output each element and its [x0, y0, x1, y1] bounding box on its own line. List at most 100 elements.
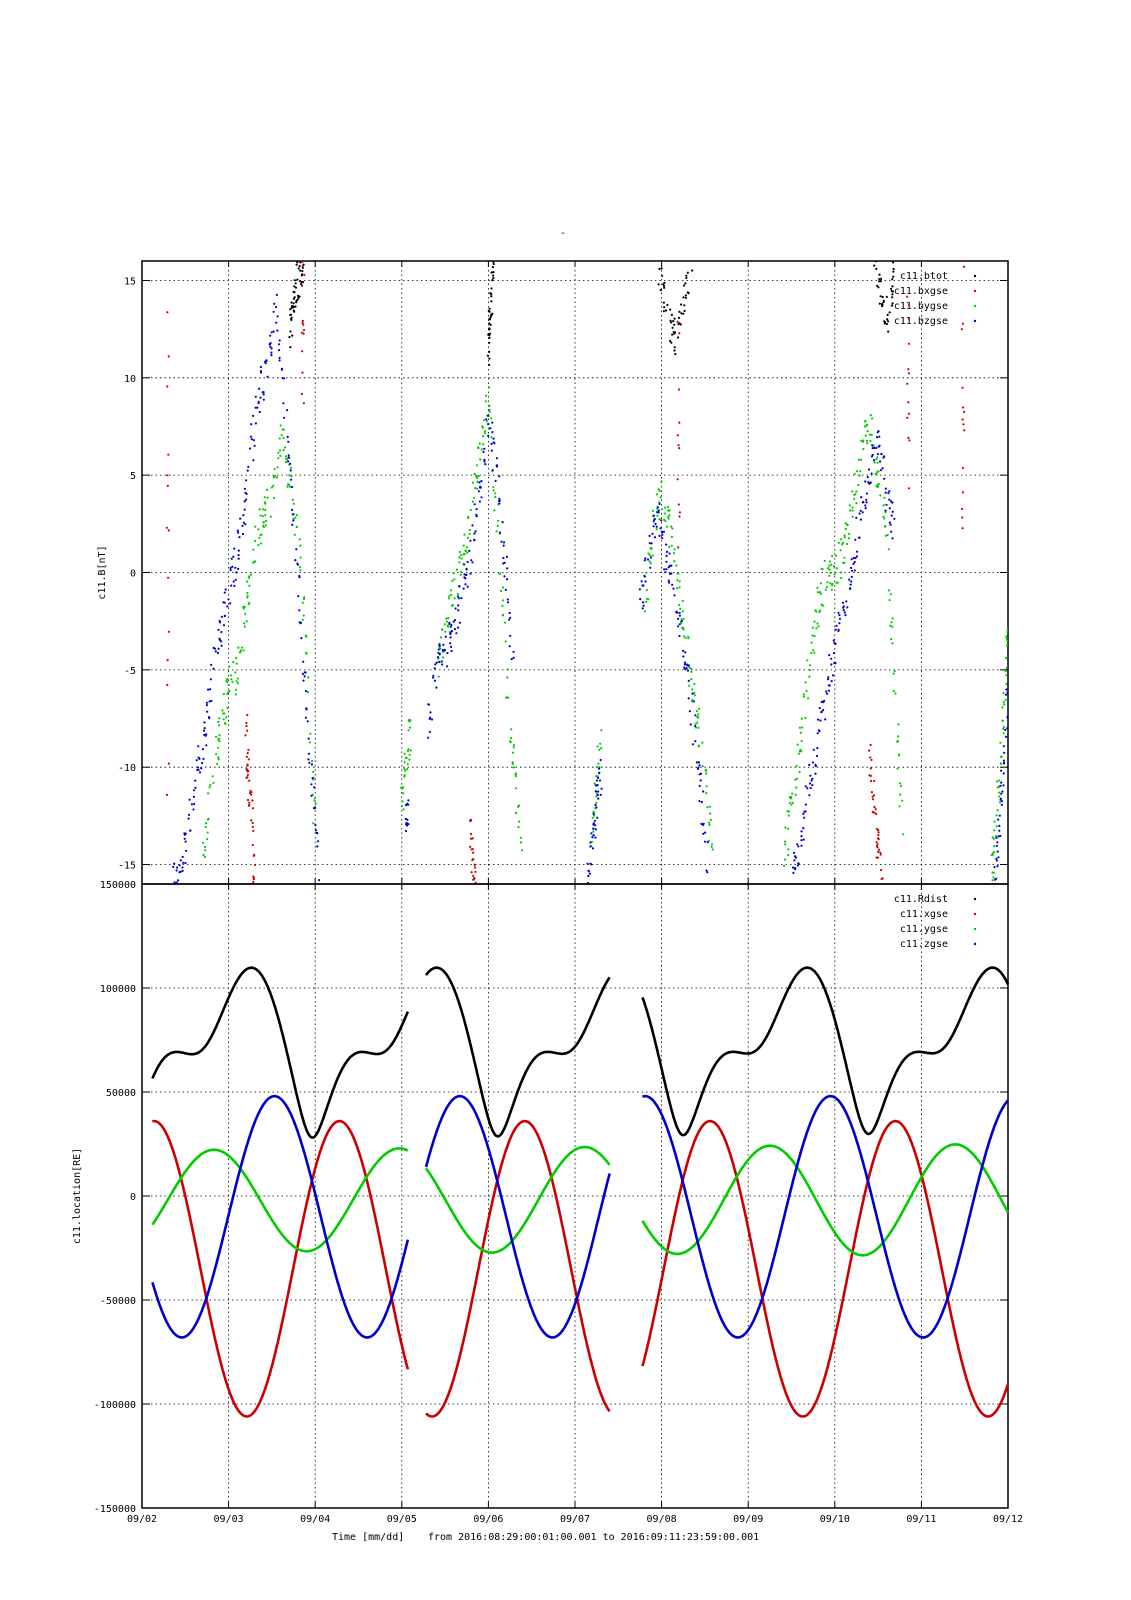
data-point	[469, 832, 473, 836]
data-point	[892, 672, 895, 675]
data-point	[879, 494, 882, 497]
data-point	[316, 840, 320, 843]
data-point	[407, 799, 410, 802]
data-point	[876, 284, 879, 287]
data-point	[709, 818, 713, 822]
data-point	[834, 554, 838, 557]
data-point	[227, 598, 230, 601]
data-point	[877, 470, 880, 473]
data-point	[854, 493, 857, 496]
data-point	[445, 617, 448, 620]
series-c11.btot	[288, 257, 895, 366]
data-point	[298, 280, 302, 283]
data-point	[694, 722, 697, 725]
data-point	[511, 763, 514, 766]
data-point	[252, 414, 255, 417]
data-point	[294, 305, 297, 308]
data-point	[448, 621, 451, 625]
data-point	[804, 716, 807, 720]
data-point	[851, 490, 854, 493]
data-point	[858, 512, 861, 515]
data-point	[828, 568, 831, 571]
data-point	[881, 467, 884, 470]
data-point	[885, 503, 888, 506]
data-point	[289, 346, 292, 349]
data-point	[231, 680, 234, 683]
data-point	[203, 733, 206, 736]
series-c11.bzgse	[172, 293, 1008, 894]
data-point	[887, 320, 890, 323]
data-point	[494, 492, 497, 495]
data-point	[501, 521, 504, 524]
data-point	[807, 697, 810, 700]
data-point	[794, 868, 797, 871]
data-point	[709, 812, 712, 815]
data-point	[860, 496, 863, 499]
data-point	[229, 602, 232, 605]
data-point	[806, 659, 809, 662]
data-point	[705, 785, 708, 788]
data-point	[495, 465, 499, 468]
data-point	[237, 557, 240, 560]
data-point	[175, 869, 178, 872]
data-point	[792, 871, 795, 875]
data-point	[490, 271, 493, 274]
data-point	[698, 800, 701, 803]
data-point	[441, 656, 444, 659]
data-point	[489, 316, 492, 319]
data-point	[907, 372, 911, 375]
data-point	[246, 773, 249, 777]
data-point	[1001, 790, 1004, 793]
data-point	[296, 562, 299, 565]
data-point	[661, 537, 664, 540]
data-point	[997, 856, 1000, 859]
data-point	[207, 792, 210, 795]
data-point	[450, 649, 453, 653]
data-point	[818, 707, 821, 710]
data-point	[907, 342, 911, 345]
data-point	[519, 836, 523, 839]
data-point	[707, 892, 709, 894]
data-point	[288, 474, 291, 477]
data-point	[272, 330, 275, 333]
data-point	[488, 408, 491, 411]
data-point	[243, 622, 246, 625]
data-point	[815, 627, 818, 630]
data-point	[1007, 709, 1008, 712]
data-point	[483, 419, 486, 422]
data-point	[469, 837, 473, 840]
data-point	[226, 693, 229, 696]
data-point	[449, 625, 452, 628]
data-point	[311, 777, 314, 780]
data-point	[678, 623, 681, 626]
panel-magnetic-field: 151050-5-10-15c11.B[nT]c11.btotc11.bxgse…	[97, 257, 1009, 894]
data-point	[881, 887, 883, 889]
data-point	[269, 345, 272, 348]
data-point	[665, 560, 668, 563]
data-point	[871, 417, 874, 420]
data-point	[663, 518, 666, 522]
data-point	[689, 723, 692, 726]
data-point	[307, 758, 310, 761]
data-point	[254, 863, 257, 867]
data-point	[995, 825, 998, 828]
data-point	[1001, 706, 1004, 709]
x-tick-label: 09/11	[906, 1514, 936, 1525]
data-point	[995, 834, 998, 838]
data-point	[217, 758, 220, 761]
data-point	[458, 550, 461, 554]
data-point	[695, 761, 699, 764]
data-point	[791, 801, 794, 804]
data-point	[682, 617, 685, 621]
data-point	[667, 566, 670, 569]
data-point	[403, 752, 406, 755]
data-point	[167, 355, 170, 358]
data-point	[600, 729, 603, 732]
data-point	[865, 492, 869, 495]
data-point	[651, 509, 655, 512]
data-point	[460, 597, 463, 600]
y-axis-label: c11.B[nT]	[97, 545, 108, 599]
data-point	[292, 302, 295, 305]
data-point	[1003, 751, 1006, 754]
data-point	[657, 257, 659, 259]
